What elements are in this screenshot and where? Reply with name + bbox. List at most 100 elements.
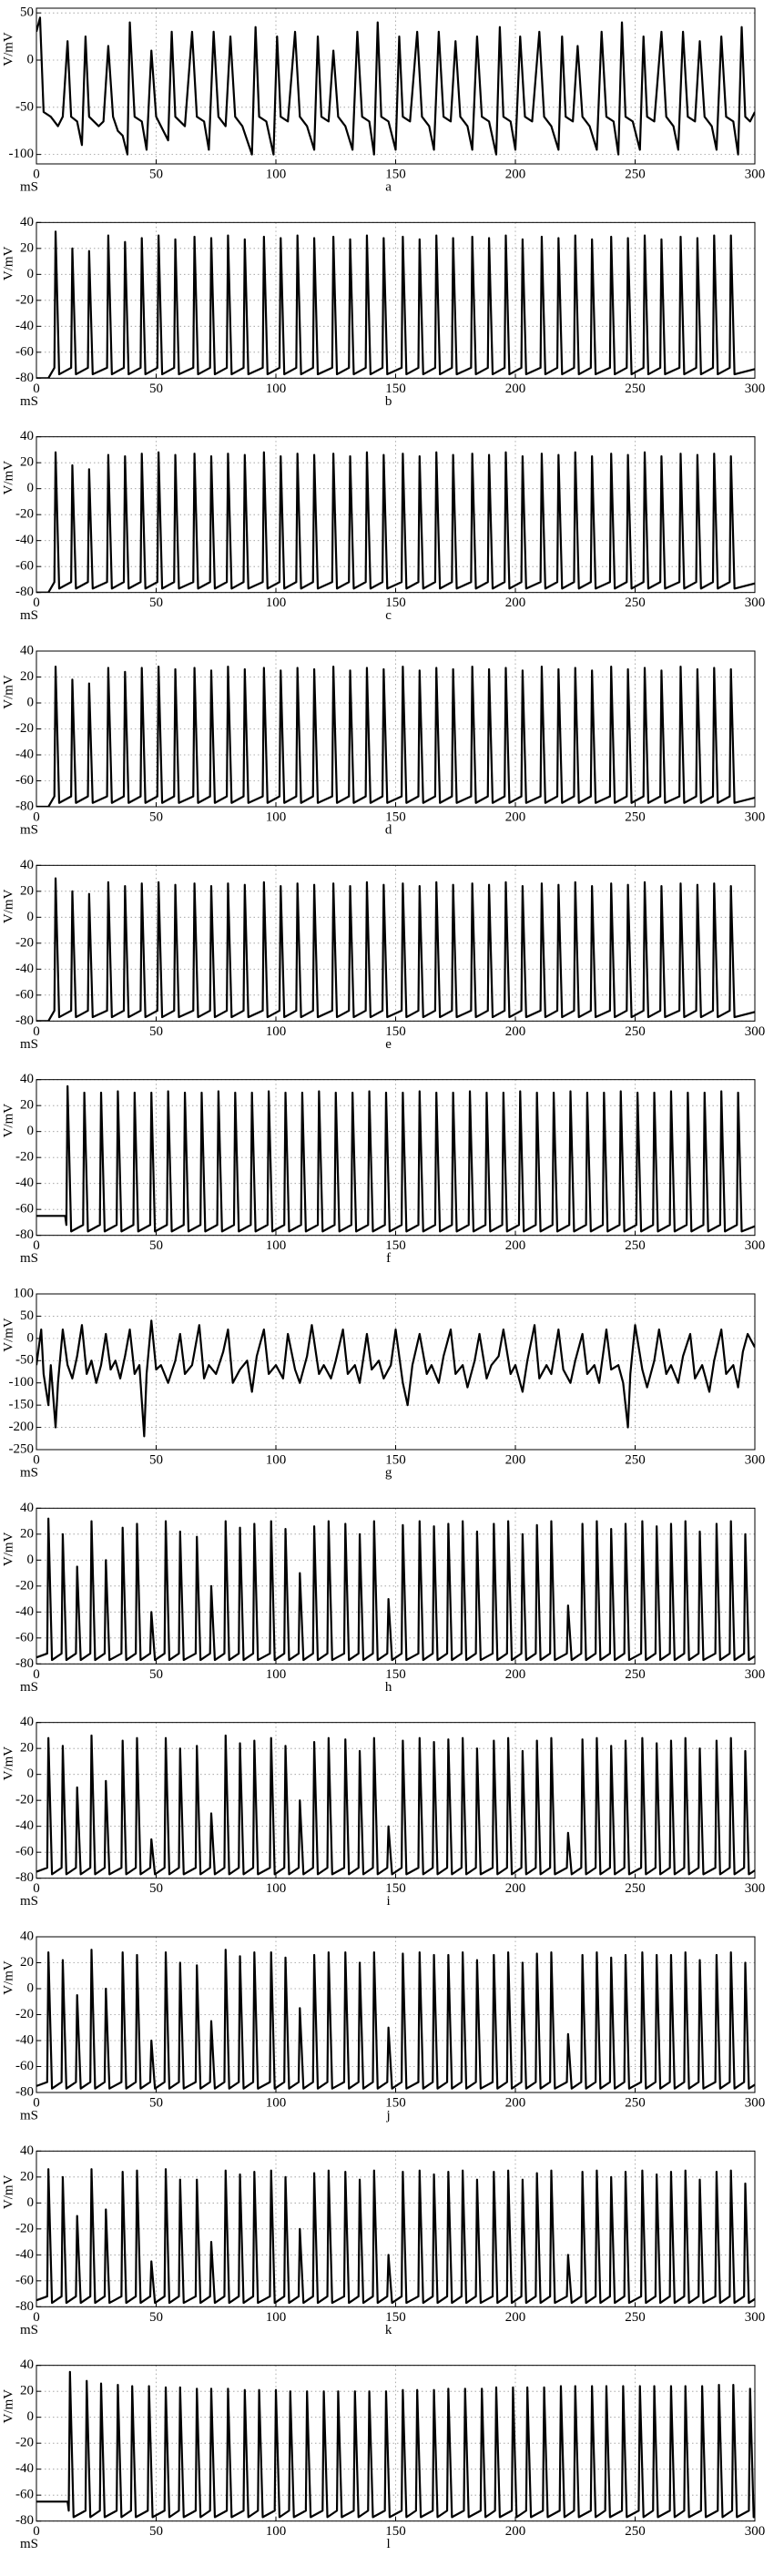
panel-caption: a [385,179,392,194]
x-tick-label: 50 [149,167,163,181]
y-tick-label: 20 [20,669,34,684]
y-tick-label: 20 [20,2384,34,2398]
plot-frame [36,1079,756,1237]
y-tick-label: -60 [15,559,34,574]
y-tick-label: -60 [15,2488,34,2502]
x-tick-label: 300 [745,2310,766,2325]
x-tick-label: 300 [745,809,766,824]
y-tick-label: 40 [20,1929,34,1943]
x-tick-label: 300 [745,1238,766,1253]
x-tick-label: 50 [149,1881,163,1896]
panel-caption: g [385,1465,392,1480]
x-tick-label: 150 [385,1452,406,1467]
x-tick-label: 0 [33,1452,40,1467]
x-tick-label: 50 [149,2524,163,2539]
y-tick-label: -40 [15,962,34,976]
y-tick-label: -80 [15,2084,34,2099]
y-tick-label: 20 [20,1098,34,1113]
x-tick-label: 50 [149,1452,163,1467]
x-tick-label: 150 [385,809,406,824]
x-tick-label: 150 [385,382,406,396]
y-tick-label: 20 [20,1741,34,1756]
x-tick-label: 200 [505,1881,526,1896]
y-tick-label: 40 [20,1501,34,1515]
plot-frame [36,2365,756,2522]
x-tick-label: 150 [385,2310,406,2325]
y-tick-label: -20 [15,2007,34,2021]
x-tick-label: 0 [33,382,40,396]
x-tick-label: 100 [266,809,287,824]
x-tick-label: 250 [625,1667,646,1682]
trace [36,1084,755,1233]
x-tick-label: 100 [266,1238,287,1253]
y-tick-label: 40 [20,858,34,872]
y-tick-label: 0 [27,481,35,495]
plot-frame [36,864,756,1022]
trace [36,1319,755,1438]
x-tick-label: 0 [33,809,40,824]
y-tick-label: -80 [15,371,34,385]
y-axis-label: V/mV [1,1104,15,1138]
y-tick-label: 0 [27,1124,35,1138]
y-tick-label: -80 [15,1013,34,1028]
y-tick-label: 0 [27,52,35,66]
x-tick-label: 100 [266,2095,287,2110]
x-axis-unit: mS [20,608,38,623]
x-tick-label: 200 [505,809,526,824]
x-axis-unit: mS [20,1680,38,1695]
x-tick-label: 150 [385,1238,406,1253]
y-tick-label: -80 [15,1656,34,1671]
y-tick-label: -20 [15,721,34,736]
y-tick-label: -40 [15,1818,34,1833]
x-tick-label: 50 [149,382,163,396]
plot-frame [36,1507,756,1665]
y-tick-label: 0 [27,910,35,924]
x-tick-label: 250 [625,2310,646,2325]
y-tick-label: 50 [20,1308,34,1323]
x-tick-label: 50 [149,2310,163,2325]
y-tick-label: -20 [15,507,34,522]
panel-caption: i [387,1894,391,1909]
plot-frame [36,1722,756,1879]
y-tick-label: -40 [15,533,34,547]
trace [36,2168,755,2305]
y-tick-label: -50 [15,99,34,114]
y-tick-label: -40 [15,2461,34,2476]
x-tick-label: 50 [149,809,163,824]
y-tick-label: 40 [20,2357,34,2372]
y-tick-label: -40 [15,1604,34,1619]
x-tick-label: 200 [505,2310,526,2325]
y-tick-label: -150 [9,1398,35,1412]
y-tick-label: -100 [9,1375,35,1390]
y-axis-label: V/mV [1,1318,15,1352]
x-tick-label: 300 [745,1881,766,1896]
panel-caption: k [385,2323,392,2337]
y-tick-label: 0 [27,267,35,281]
y-tick-label: 50 [20,5,34,20]
x-tick-label: 250 [625,2095,646,2110]
x-tick-label: 300 [745,382,766,396]
y-axis-label: V/mV [1,1532,15,1566]
y-axis-label: V/mV [1,246,15,280]
x-tick-label: 200 [505,1667,526,1682]
x-tick-label: 0 [33,1667,40,1682]
y-tick-label: -60 [15,2059,34,2073]
x-tick-label: 50 [149,1238,163,1253]
y-tick-label: 100 [14,1286,35,1300]
panel: 50 0 -50 -100 0 50 100 150 200 250 300 V/mV mS a [1,5,765,195]
trace [36,451,755,593]
y-tick-label: -20 [15,1793,34,1807]
y-tick-label: 20 [20,2169,34,2184]
y-tick-label: 0 [27,1330,35,1345]
plot-frame [36,7,756,165]
y-tick-label: -80 [15,2299,34,2314]
y-tick-label: -80 [15,1870,34,1885]
x-tick-label: 50 [149,1667,163,1682]
x-axis-unit: mS [20,179,38,194]
y-tick-label: 20 [20,455,34,470]
y-tick-label: -40 [15,319,34,333]
y-tick-label: -40 [15,1176,34,1190]
